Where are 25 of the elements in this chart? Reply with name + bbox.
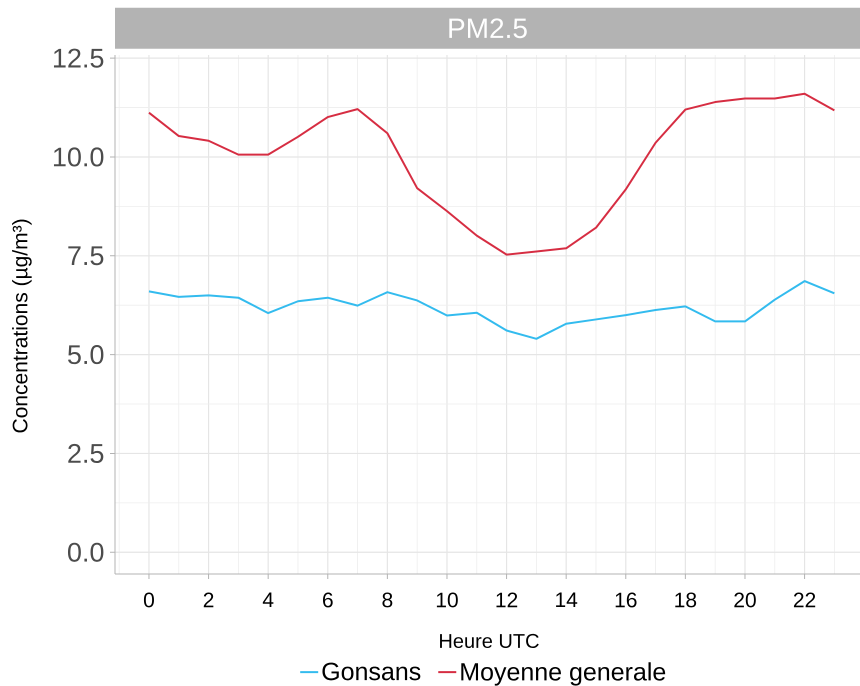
- y-tick-label: 2.5: [68, 444, 104, 463]
- y-tick-label: 7.5: [68, 246, 104, 266]
- y-tick-label: 12.5: [54, 48, 104, 68]
- x-tick-label: 12: [496, 592, 518, 608]
- x-tick-label: 8: [382, 592, 392, 608]
- chart-title: PM2.5: [449, 18, 527, 38]
- y-tick-label: 10.0: [54, 147, 104, 167]
- legend-label: Moyenne generale: [461, 662, 666, 686]
- x-tick-label: 14: [556, 592, 578, 607]
- legend-label: Gonsans: [322, 662, 420, 680]
- y-tick-label: 5.0: [68, 345, 104, 364]
- x-tick-label: 18: [675, 592, 696, 608]
- x-tick-label: 16: [616, 592, 637, 608]
- x-tick-label: 2: [204, 592, 214, 608]
- x-tick-label: 10: [436, 592, 458, 608]
- x-tick-label: 20: [734, 592, 756, 608]
- line-series: [148, 92, 836, 256]
- line-series: [148, 280, 836, 340]
- y-axis-title: Concentrations (µg/m³): [12, 220, 32, 432]
- x-tick-label: 4: [262, 592, 274, 607]
- x-tick-label: 0: [144, 592, 154, 608]
- y-tick-label: 0.0: [68, 542, 104, 562]
- x-tick-label: 6: [323, 592, 333, 608]
- x-axis-title: Heure UTC: [440, 634, 539, 648]
- x-tick-label: 22: [794, 592, 816, 608]
